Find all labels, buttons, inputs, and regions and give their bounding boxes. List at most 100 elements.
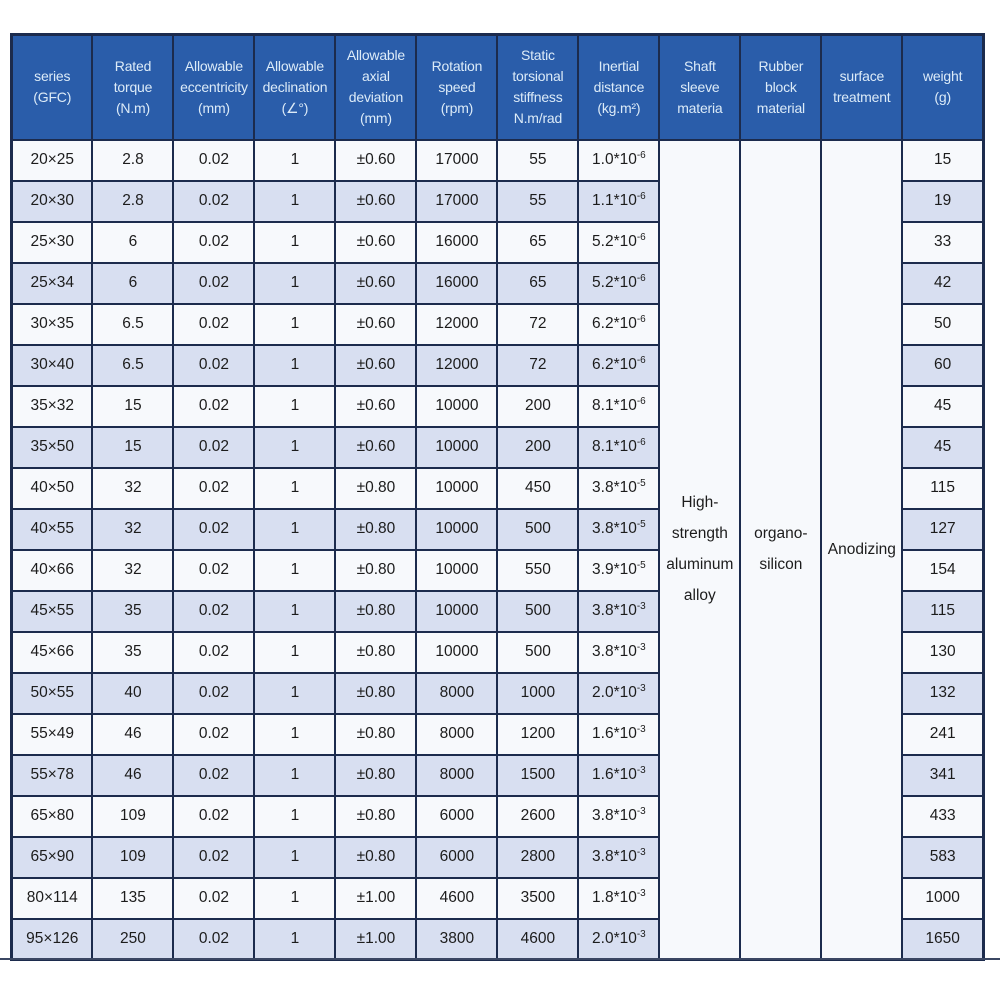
cell-eccentricity: 0.02 — [172, 917, 256, 961]
cell-series: 45×55 — [10, 589, 94, 633]
cell-rotation-speed: 8000 — [415, 712, 499, 756]
cell-stiffness: 2800 — [496, 835, 580, 879]
cell-eccentricity: 0.02 — [172, 548, 256, 592]
column-header-series: series (GFC) — [10, 33, 94, 141]
cell-rated-torque: 46 — [91, 753, 175, 797]
cell-axial-deviation: ±0.60 — [334, 425, 418, 469]
cell-rotation-speed: 12000 — [415, 302, 499, 346]
cell-axial-deviation: ±0.80 — [334, 671, 418, 715]
cell-series: 30×35 — [10, 302, 94, 346]
cell-rated-torque: 6.5 — [91, 343, 175, 387]
cell-inertial-distance: 1.0*10-6 — [577, 138, 661, 182]
cell-series: 65×80 — [10, 794, 94, 838]
merged-cell-rubber-block-material: organo-silicon — [739, 138, 823, 961]
cell-declination: 1 — [253, 343, 337, 387]
cell-weight: 33 — [901, 220, 985, 264]
cell-inertial-distance: 2.0*10-3 — [577, 917, 661, 961]
cell-eccentricity: 0.02 — [172, 261, 256, 305]
cell-rotation-speed: 16000 — [415, 220, 499, 264]
cell-inertial-distance: 3.8*10-3 — [577, 835, 661, 879]
cell-eccentricity: 0.02 — [172, 179, 256, 223]
table-row-50×55: 50×55 40 0.02 1 ±0.80 8000 1000 2.0*10-3 132 — [10, 671, 985, 715]
cell-rated-torque: 6 — [91, 261, 175, 305]
cell-series: 95×126 — [10, 917, 94, 961]
cell-inertial-distance: 3.8*10-3 — [577, 589, 661, 633]
cell-weight: 15 — [901, 138, 985, 182]
cell-stiffness: 1000 — [496, 671, 580, 715]
table-row-20×30: 20×30 2.8 0.02 1 ±0.60 17000 55 1.1*10-6 19 — [10, 179, 985, 223]
cell-inertial-distance: 8.1*10-6 — [577, 384, 661, 428]
table-header: series (GFC) Rated torque (N.m) Allowable ecce… — [10, 33, 985, 141]
cell-rated-torque: 6 — [91, 220, 175, 264]
table-row-35×32: 35×32 15 0.02 1 ±0.60 10000 200 8.1*10-6 45 — [10, 384, 985, 428]
cell-eccentricity: 0.02 — [172, 630, 256, 674]
cell-inertial-distance: 3.8*10-3 — [577, 630, 661, 674]
cell-inertial-distance: 6.2*10-6 — [577, 343, 661, 387]
cell-eccentricity: 0.02 — [172, 835, 256, 879]
cell-eccentricity: 0.02 — [172, 712, 256, 756]
cell-rotation-speed: 17000 — [415, 179, 499, 223]
cell-weight: 341 — [901, 753, 985, 797]
cell-rated-torque: 2.8 — [91, 138, 175, 182]
cell-declination: 1 — [253, 138, 337, 182]
column-header-surface-treatment: surface treatment — [820, 33, 904, 141]
table-row-65×80: 65×80 109 0.02 1 ±0.80 6000 2600 3.8*10-3 433 — [10, 794, 985, 838]
column-header-shaft-sleeve-material: Shaft sleeve materia — [658, 33, 742, 141]
cell-axial-deviation: ±0.80 — [334, 753, 418, 797]
cell-weight: 583 — [901, 835, 985, 879]
table-row-40×66: 40×66 32 0.02 1 ±0.80 10000 550 3.9*10-5 154 — [10, 548, 985, 592]
column-header-rubber-block-material: Rubber block material — [739, 33, 823, 141]
cell-axial-deviation: ±1.00 — [334, 876, 418, 920]
cell-eccentricity: 0.02 — [172, 466, 256, 510]
cell-eccentricity: 0.02 — [172, 876, 256, 920]
cell-rotation-speed: 8000 — [415, 671, 499, 715]
table-row-20×25: 20×25 2.8 0.02 1 ±0.60 17000 55 1.0*10-6 High-st… — [10, 138, 985, 961]
cell-rated-torque: 32 — [91, 466, 175, 510]
cell-weight: 50 — [901, 302, 985, 346]
cell-rotation-speed: 10000 — [415, 507, 499, 551]
cell-inertial-distance: 3.8*10-5 — [577, 507, 661, 551]
cell-axial-deviation: ±0.60 — [334, 220, 418, 264]
cell-eccentricity: 0.02 — [172, 343, 256, 387]
bottom-divider-line — [0, 958, 1000, 960]
cell-stiffness: 65 — [496, 261, 580, 305]
cell-series: 40×55 — [10, 507, 94, 551]
cell-series: 55×78 — [10, 753, 94, 797]
cell-eccentricity: 0.02 — [172, 138, 256, 182]
table-row-65×90: 65×90 109 0.02 1 ±0.80 6000 2800 3.8*10-3 583 — [10, 835, 985, 879]
cell-inertial-distance: 1.1*10-6 — [577, 179, 661, 223]
cell-rated-torque: 109 — [91, 835, 175, 879]
cell-inertial-distance: 1.6*10-3 — [577, 753, 661, 797]
cell-series: 80×114 — [10, 876, 94, 920]
cell-weight: 1000 — [901, 876, 985, 920]
cell-declination: 1 — [253, 794, 337, 838]
cell-stiffness: 550 — [496, 548, 580, 592]
cell-declination: 1 — [253, 589, 337, 633]
cell-stiffness: 500 — [496, 630, 580, 674]
table-row-30×35: 30×35 6.5 0.02 1 ±0.60 12000 72 6.2*10-6 50 — [10, 302, 985, 346]
column-header-inertial-distance: Inertial distance (kg.m²) — [577, 33, 661, 141]
cell-rated-torque: 35 — [91, 589, 175, 633]
cell-series: 35×50 — [10, 425, 94, 469]
merged-cell-surface-treatment: Anodizing — [820, 138, 904, 961]
cell-axial-deviation: ±0.80 — [334, 507, 418, 551]
column-header-rated-torque: Rated torque (N.m) — [91, 33, 175, 141]
table-row-40×55: 40×55 32 0.02 1 ±0.80 10000 500 3.8*10-5 127 — [10, 507, 985, 551]
cell-rotation-speed: 6000 — [415, 794, 499, 838]
cell-declination: 1 — [253, 712, 337, 756]
cell-stiffness: 4600 — [496, 917, 580, 961]
cell-series: 30×40 — [10, 343, 94, 387]
cell-series: 50×55 — [10, 671, 94, 715]
cell-inertial-distance: 1.6*10-3 — [577, 712, 661, 756]
table-row-25×34: 25×34 6 0.02 1 ±0.60 16000 65 5.2*10-6 42 — [10, 261, 985, 305]
table-row-55×78: 55×78 46 0.02 1 ±0.80 8000 1500 1.6*10-3 341 — [10, 753, 985, 797]
cell-declination: 1 — [253, 630, 337, 674]
cell-axial-deviation: ±0.60 — [334, 384, 418, 428]
cell-eccentricity: 0.02 — [172, 753, 256, 797]
cell-weight: 115 — [901, 589, 985, 633]
column-header-allowable-eccentricity: Allowable eccentricity (mm) — [172, 33, 256, 141]
cell-declination: 1 — [253, 548, 337, 592]
cell-weight: 45 — [901, 425, 985, 469]
cell-weight: 115 — [901, 466, 985, 510]
cell-declination: 1 — [253, 466, 337, 510]
